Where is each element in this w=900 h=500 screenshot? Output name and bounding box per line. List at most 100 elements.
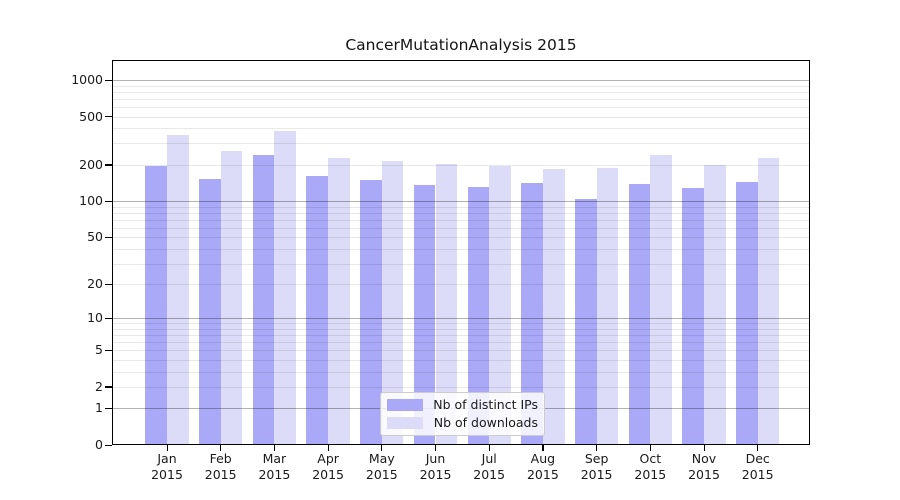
chart-title: CancerMutationAnalysis 2015: [345, 36, 577, 54]
y-tick-mark: [105, 317, 112, 319]
x-tick-mark: [703, 445, 705, 451]
grid-line-minor: [113, 284, 809, 286]
plot-area: [112, 60, 810, 445]
x-tick-label: Jan 2015: [151, 451, 183, 482]
x-tick-mark: [381, 445, 383, 451]
legend-item-downloads: Nb of downloads: [387, 414, 538, 430]
grid-line-minor: [113, 323, 809, 325]
x-tick-mark: [649, 445, 651, 451]
bar-nb-of-downloads-jul: [489, 166, 511, 444]
y-tick-label: 5: [95, 342, 103, 358]
bar-nb-of-downloads-nov: [704, 164, 726, 444]
x-tick-mark: [327, 445, 329, 451]
y-tick-label: 1: [95, 400, 103, 416]
grid-line-major: [113, 80, 809, 81]
y-tick-label: 10: [87, 310, 103, 326]
bar-nb-of-distinct-ips-jan: [145, 165, 167, 444]
y-tick-mark: [105, 116, 112, 118]
bar-nb-of-distinct-ips-may: [360, 179, 382, 444]
legend-swatch-distinct-ips-icon: [387, 399, 423, 412]
grid-line-minor: [113, 237, 809, 239]
grid-line-minor: [113, 227, 809, 229]
x-tick-label: Feb 2015: [204, 451, 237, 482]
grid-line-minor: [113, 128, 809, 130]
bar-nb-of-downloads-feb: [220, 151, 243, 444]
bar-nb-of-distinct-ips-apr: [306, 176, 329, 444]
grid-line-minor: [113, 342, 809, 344]
x-tick-mark: [596, 445, 598, 451]
x-tick-label: Aug 2015: [526, 451, 559, 482]
y-tick-mark: [105, 283, 112, 285]
bar-nb-of-distinct-ips-oct: [628, 184, 651, 444]
bar-nb-of-distinct-ips-mar: [252, 155, 275, 444]
x-tick-label: Jun 2015: [419, 451, 452, 482]
y-tick-mark: [105, 79, 112, 81]
legend-item-distinct-ips: Nb of distinct IPs: [387, 398, 538, 412]
bar-nb-of-downloads-jan: [167, 135, 189, 444]
y-tick-label: 2: [95, 378, 103, 394]
x-tick-mark: [542, 445, 544, 451]
y-tick-mark: [105, 236, 112, 238]
x-tick-label: Sep 2015: [580, 451, 613, 482]
bar-nb-of-downloads-sep: [596, 167, 619, 444]
bar-nb-of-downloads-jun: [435, 163, 458, 444]
grid-line-minor: [113, 91, 809, 93]
grid-line-minor: [113, 106, 809, 108]
legend-label-distinct-ips: Nb of distinct IPs: [433, 397, 538, 413]
grid-line-minor: [113, 248, 809, 250]
y-tick-label: 0: [95, 437, 103, 452]
bar-nb-of-distinct-ips-jul: [467, 187, 490, 444]
grid-line-minor: [113, 85, 809, 87]
bar-nb-of-distinct-ips-feb: [199, 179, 221, 444]
y-tick-mark: [105, 164, 112, 166]
y-tick-mark: [105, 407, 112, 410]
grid-line-minor: [113, 219, 809, 221]
x-tick-mark: [435, 445, 437, 451]
legend: Nb of distinct IPs Nb of downloads: [380, 392, 545, 436]
x-tick-mark: [488, 445, 490, 451]
bar-nb-of-distinct-ips-aug: [521, 183, 543, 444]
bar-nb-of-downloads-dec: [757, 158, 780, 444]
grid-line-major: [113, 201, 809, 203]
bar-nb-of-distinct-ips-jun: [413, 184, 436, 444]
grid-line-minor: [113, 116, 809, 118]
y-tick-label: 500: [79, 108, 103, 124]
grid-line-minor: [113, 212, 809, 214]
grid-line-major: [113, 318, 809, 320]
y-tick-label: 20: [87, 276, 103, 292]
x-tick-mark: [273, 445, 276, 451]
grid-line-minor: [113, 263, 809, 265]
grid-line-minor: [113, 164, 809, 166]
grid-line-minor: [113, 350, 809, 352]
x-tick-mark: [166, 445, 168, 451]
grid-line-minor: [113, 206, 809, 208]
grid-line-minor: [113, 143, 809, 145]
y-tick-mark: [105, 444, 112, 446]
y-tick-label: 100: [79, 193, 103, 209]
legend-label-downloads: Nb of downloads: [433, 414, 538, 430]
grid-line-minor: [113, 328, 809, 330]
bar-nb-of-downloads-aug: [542, 169, 565, 444]
x-tick-label: Apr 2015: [312, 451, 344, 482]
x-tick-label: Jul 2015: [473, 451, 506, 482]
x-tick-mark: [757, 445, 759, 451]
x-tick-label: May 2015: [365, 451, 398, 482]
bar-nb-of-downloads-apr: [328, 158, 350, 444]
bar-nb-of-distinct-ips-dec: [736, 182, 758, 444]
x-tick-mark: [220, 445, 222, 451]
x-tick-label: Nov 2015: [688, 451, 720, 482]
y-tick-label: 50: [87, 229, 103, 245]
bar-nb-of-distinct-ips-nov: [682, 188, 704, 444]
y-tick-label: 1000: [71, 72, 103, 87]
bar-nb-of-downloads-mar: [274, 131, 297, 444]
y-tick-mark: [105, 200, 112, 202]
y-tick-mark: [105, 349, 112, 352]
bar-nb-of-downloads-oct: [650, 154, 672, 444]
y-tick-mark: [105, 386, 112, 388]
bar-nb-of-distinct-ips-sep: [574, 198, 597, 444]
grid-line-minor: [113, 359, 809, 361]
y-tick-label: 200: [79, 156, 103, 172]
legend-swatch-downloads-icon: [387, 416, 423, 429]
bar-nb-of-downloads-may: [381, 161, 404, 444]
